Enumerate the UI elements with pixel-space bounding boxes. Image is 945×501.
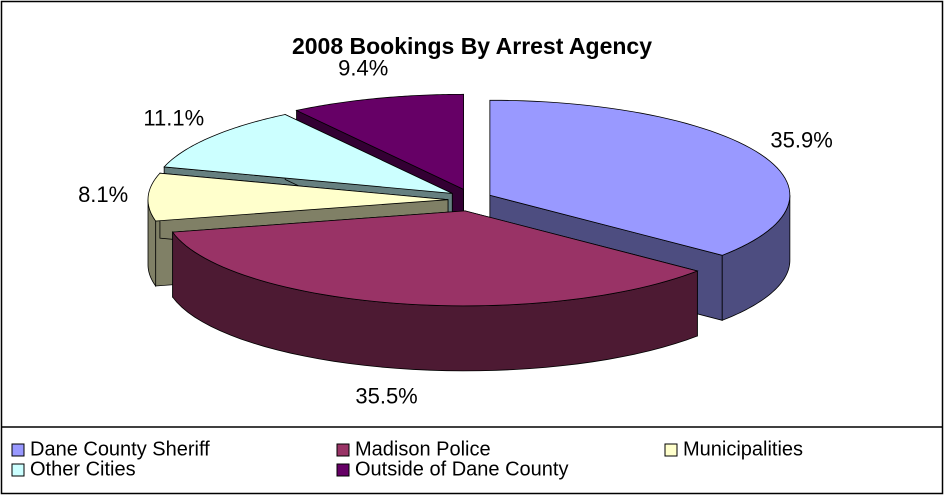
legend-swatch [11, 463, 25, 477]
legend-label: Municipalities [683, 438, 803, 460]
slice [489, 99, 791, 256]
legend-swatch [664, 443, 678, 457]
chart-title: 2008 Bookings By Arrest Agency [292, 33, 652, 59]
slice [295, 93, 464, 190]
slice [147, 172, 449, 222]
slice [163, 114, 453, 194]
legend-label: Other Cities [30, 458, 136, 480]
data-label: 11.1% [143, 105, 204, 130]
legend-label: Madison Police [355, 438, 491, 460]
data-label: 8.1% [78, 182, 128, 207]
legend-swatch [11, 443, 25, 457]
slice [171, 210, 699, 307]
legend-label: Outside of Dane County [355, 458, 568, 480]
legend-swatch [336, 443, 350, 457]
data-label: 9.4% [338, 56, 388, 81]
data-label: 35.5% [355, 383, 417, 408]
legend-swatch [336, 463, 350, 477]
legend-label: Dane County Sheriff [30, 438, 210, 460]
data-label: 35.9% [770, 127, 832, 152]
